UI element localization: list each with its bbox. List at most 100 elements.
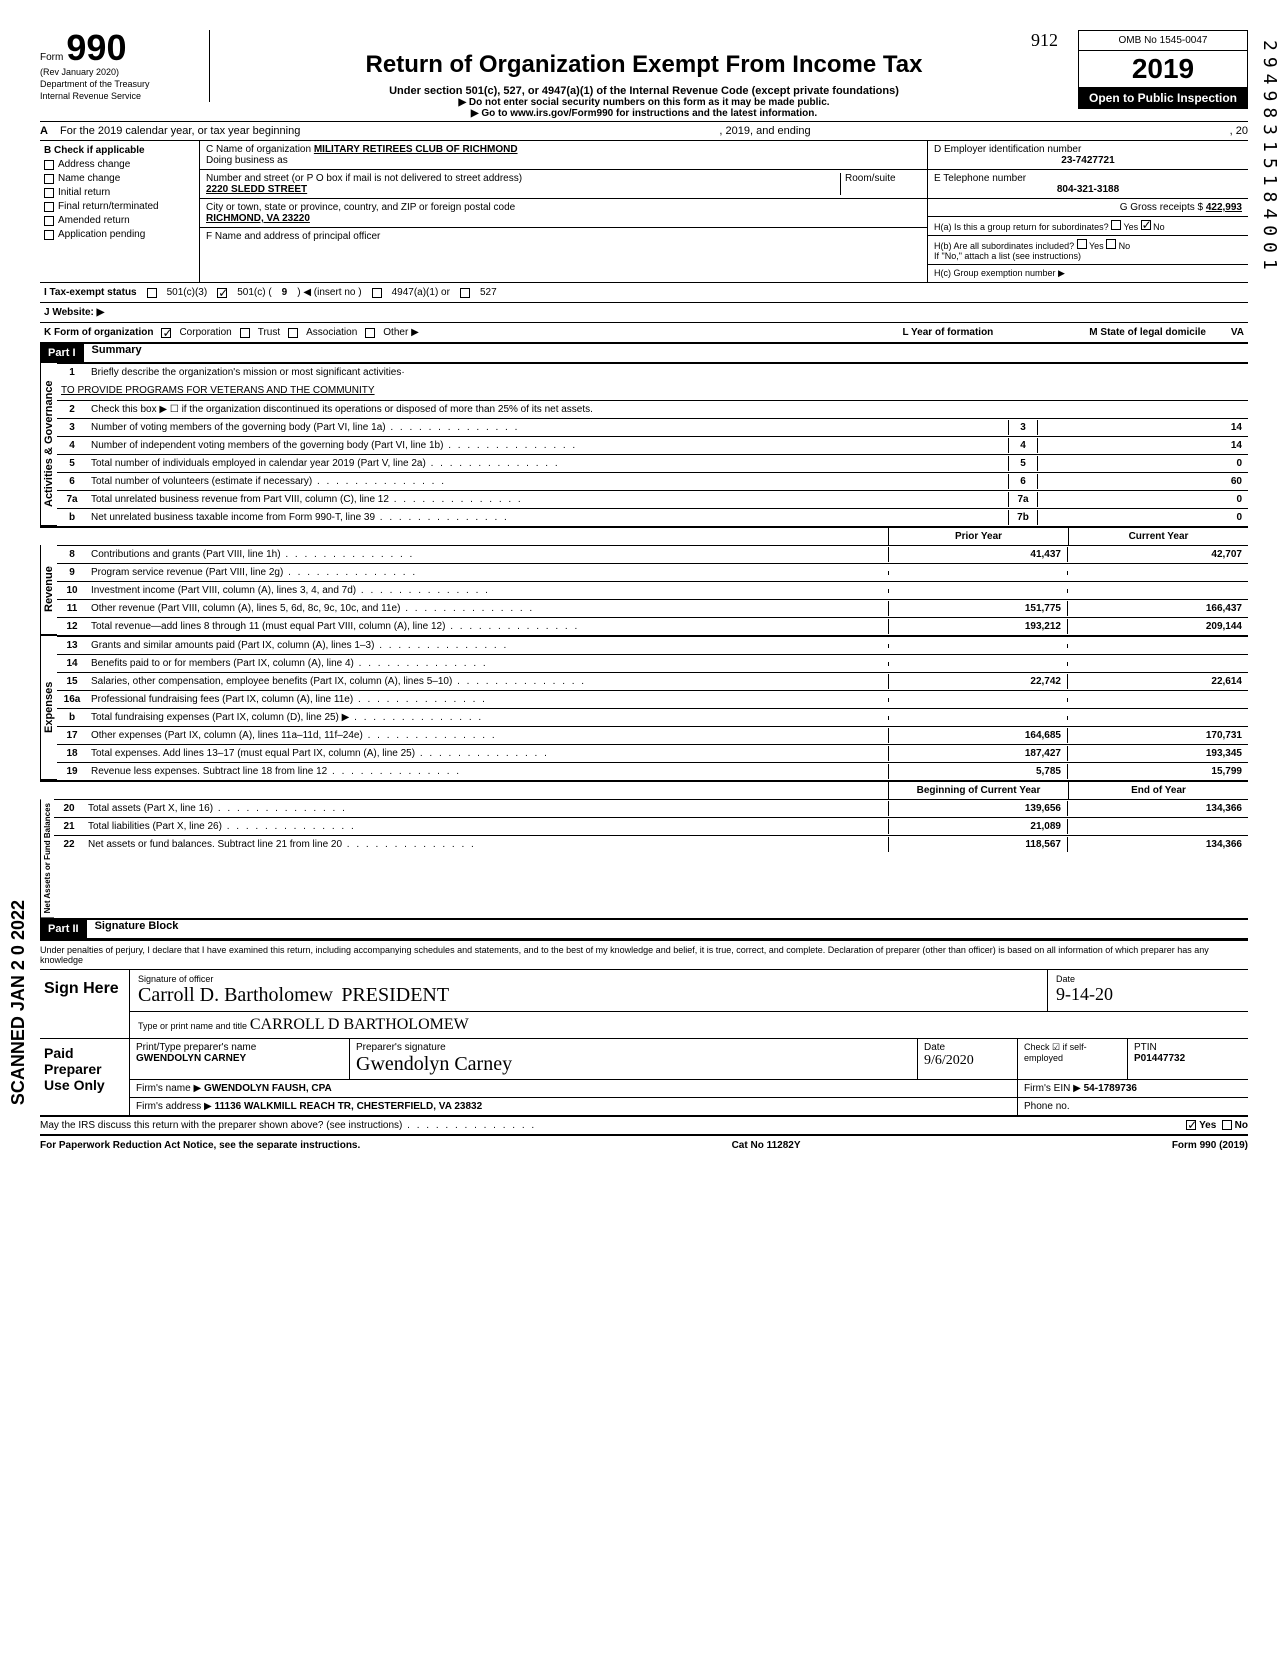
check-item: Amended return (44, 215, 195, 226)
discuss-no-box[interactable] (1222, 1120, 1232, 1130)
ptin-value: P01447732 (1134, 1053, 1185, 1064)
check-item: Name change (44, 173, 195, 184)
curr-val: 134,366 (1068, 837, 1248, 852)
line-val: 14 (1038, 420, 1248, 435)
501c3-box[interactable] (147, 288, 157, 298)
prior-val: 193,212 (888, 619, 1068, 634)
prep-sig-cell[interactable]: Preparer's signature Gwendolyn Carney (350, 1039, 918, 1079)
line-desc: Total number of volunteers (estimate if … (87, 474, 1008, 489)
checkbox[interactable] (44, 230, 54, 240)
assoc-box[interactable] (288, 328, 298, 338)
city-cell: City or town, state or province, country… (200, 199, 927, 228)
open-public: Open to Public Inspection (1078, 87, 1248, 109)
revenue-tab: Revenue (40, 545, 57, 635)
irs: Internal Revenue Service (40, 91, 141, 101)
l-label: L Year of formation (903, 327, 994, 338)
hb-yes-box[interactable] (1077, 239, 1087, 249)
opt-other: Other ▶ (383, 327, 418, 338)
form-number: 990 (66, 27, 126, 68)
line-box: 6 (1008, 474, 1038, 489)
trust-box[interactable] (240, 328, 250, 338)
officer-sig-cell[interactable]: Signature of officer Carroll D. Bartholo… (130, 970, 1048, 1011)
right-header-box: OMB No 1545-0047 2019 Open to Public Ins… (1078, 30, 1248, 109)
line-num: 15 (57, 674, 87, 689)
checkbox[interactable] (44, 174, 54, 184)
checkbox[interactable] (44, 202, 54, 212)
4947-box[interactable] (372, 288, 382, 298)
opt-501c: 501(c) ( (237, 287, 271, 298)
header-grid: B Check if applicable Address changeName… (40, 141, 1248, 283)
addr-value: 2220 SLEDD STREET (206, 184, 307, 195)
line-desc: Total fundraising expenses (Part IX, col… (87, 710, 888, 725)
527-box[interactable] (460, 288, 470, 298)
ha-label: H(a) Is this a group return for subordin… (934, 222, 1109, 232)
form-number-box: Form 990 (Rev January 2020) Department o… (40, 30, 210, 102)
firm-name: GWENDOLYN FAUSH, CPA (204, 1083, 332, 1094)
prep-date-cell: Date9/6/2020 (918, 1039, 1018, 1079)
type-name-cell: Type or print name and title CARROLL D B… (130, 1012, 477, 1038)
ha-yes-box[interactable] (1111, 220, 1121, 230)
prep-date: 9/6/2020 (924, 1053, 974, 1068)
room-label: Room/suite (841, 173, 921, 195)
row-a-label: A (40, 125, 60, 137)
prior-val (888, 589, 1068, 593)
opt-assoc: Association (306, 327, 357, 338)
line-row: 8Contributions and grants (Part VIII, li… (57, 545, 1248, 563)
line-num: 4 (57, 438, 87, 453)
ha-no-box[interactable] (1141, 220, 1151, 230)
line-desc: Revenue less expenses. Subtract line 18 … (87, 764, 888, 779)
firm-name-label: Firm's name ▶ (136, 1083, 201, 1094)
line-desc: Total assets (Part X, line 16) (84, 801, 888, 816)
checkbox[interactable] (44, 216, 54, 226)
firm-ein: 54-1789736 (1084, 1083, 1137, 1094)
ptin-label: PTIN (1134, 1042, 1157, 1053)
line-num: 16a (57, 692, 87, 707)
checkbox[interactable] (44, 188, 54, 198)
tax-year: 2019 (1078, 51, 1248, 87)
org-column: C Name of organization MILITARY RETIREES… (200, 141, 928, 282)
main-title: Return of Organization Exempt From Incom… (230, 51, 1058, 79)
vertical-code: 29498315184001 (1259, 40, 1280, 276)
line-desc: Professional fundraising fees (Part IX, … (87, 692, 888, 707)
hb-no-box[interactable] (1106, 239, 1116, 249)
check-header: B Check if applicable (44, 145, 195, 156)
f-cell: F Name and address of principal officer (200, 228, 927, 245)
line-num: 11 (57, 601, 87, 616)
gross-cell: G Gross receipts $ 422,993 (928, 199, 1248, 217)
line-num: 12 (57, 619, 87, 634)
501c-box[interactable] (217, 288, 227, 298)
ptin-cell: PTIN P01447732 (1128, 1039, 1248, 1079)
addr-cell: Number and street (or P O box if mail is… (200, 170, 927, 199)
part2-header: Part II (40, 920, 87, 938)
begin-year-hdr: Beginning of Current Year (888, 782, 1068, 799)
tel-cell: E Telephone number 804-321-3188 (928, 170, 1248, 199)
form-org-row: K Form of organization Corporation Trust… (40, 323, 1248, 344)
line-num: 21 (54, 819, 84, 834)
netassets-section: Net Assets or Fund Balances 20Total asse… (40, 799, 1248, 920)
j-label: J Website: ▶ (44, 307, 444, 318)
501c-num: 9 (282, 287, 288, 298)
line-num: 6 (57, 474, 87, 489)
dept: Department of the Treasury (40, 79, 150, 89)
m-value: VA (1214, 327, 1244, 338)
prior-current-header: Prior Year Current Year (40, 527, 1248, 545)
city-label: City or town, state or province, country… (206, 202, 515, 213)
footer: For Paperwork Reduction Act Notice, see … (40, 1136, 1248, 1151)
checkbox[interactable] (44, 160, 54, 170)
expenses-section: Expenses 13Grants and similar amounts pa… (40, 636, 1248, 781)
check-item: Initial return (44, 187, 195, 198)
prior-val: 139,656 (888, 801, 1068, 816)
line2-desc: Check this box ▶ ☐ if the organization d… (87, 402, 1248, 417)
part1-title: Summary (84, 344, 142, 362)
line-val: 60 (1038, 474, 1248, 489)
corp-box[interactable] (161, 328, 171, 338)
netassets-tab: Net Assets or Fund Balances (40, 799, 54, 918)
row-a: A For the 2019 calendar year, or tax yea… (40, 121, 1248, 141)
other-box[interactable] (365, 328, 375, 338)
type-value: CARROLL D BARTHOLOMEW (250, 1016, 469, 1033)
line-desc: Total liabilities (Part X, line 26) (84, 819, 888, 834)
line-desc: Total number of individuals employed in … (87, 456, 1008, 471)
firm-addr-label: Firm's address ▶ (136, 1101, 212, 1112)
tel-value: 804-321-3188 (934, 184, 1242, 195)
discuss-yes-box[interactable] (1186, 1120, 1196, 1130)
